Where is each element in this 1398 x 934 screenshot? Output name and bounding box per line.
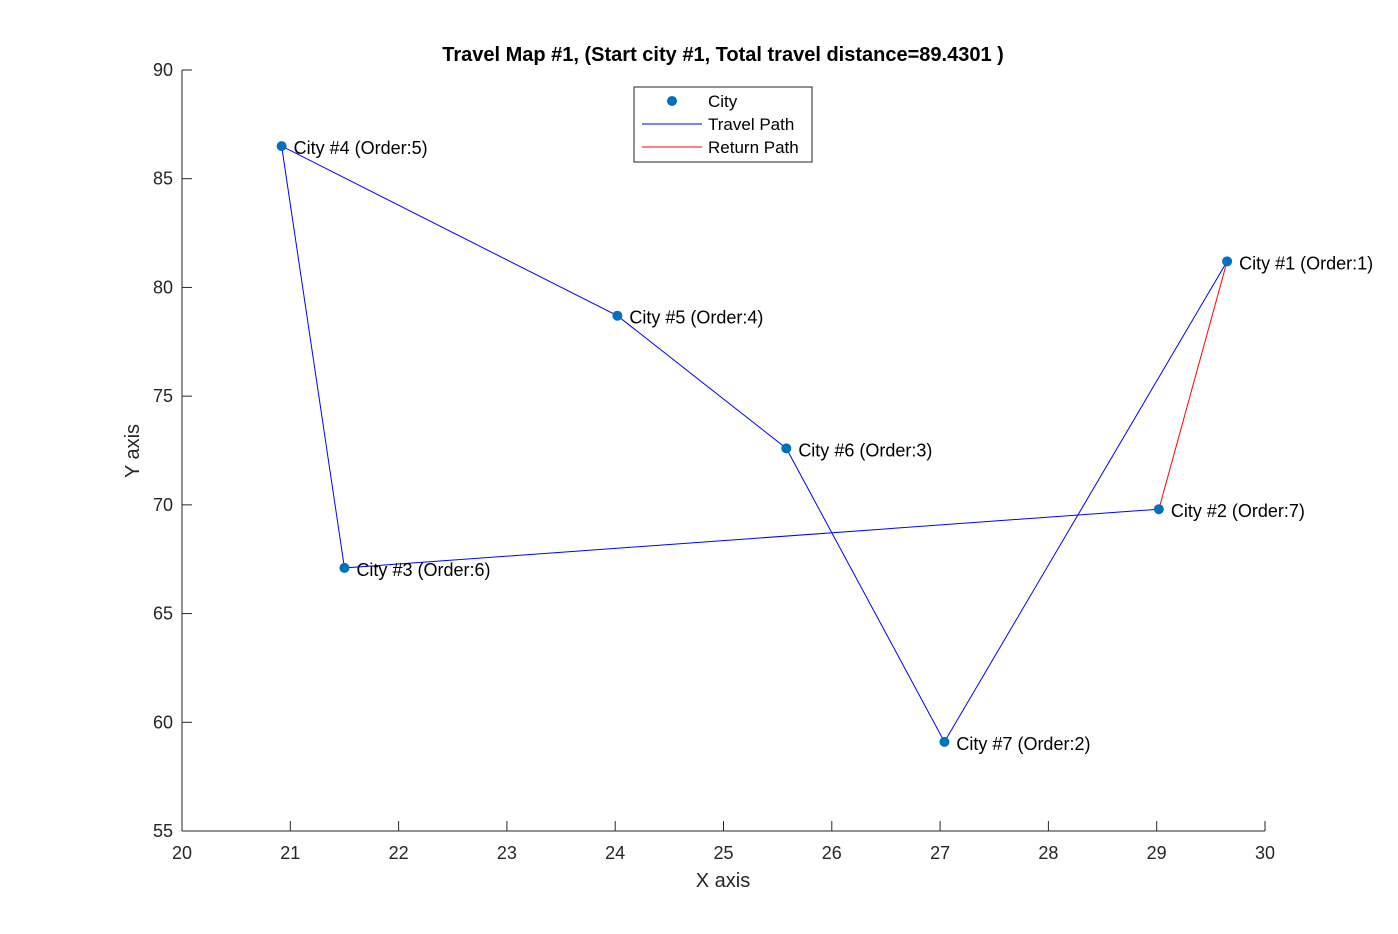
y-axis-label: Y axis: [122, 424, 144, 478]
city-label: City #3 (Order:6): [356, 560, 490, 580]
chart-title: Travel Map #1, (Start city #1, Total tra…: [442, 44, 1004, 66]
travel-path-line: [280, 145, 1228, 743]
y-tick-label: 85: [153, 169, 173, 189]
x-tick-label: 30: [1255, 843, 1275, 863]
city-label: City #6 (Order:3): [798, 440, 932, 460]
legend-city-marker: [667, 96, 677, 106]
x-tick-label: 27: [930, 843, 950, 863]
city-marker: [276, 141, 287, 152]
city-label: City #7 (Order:2): [956, 734, 1090, 754]
x-tick-label: 28: [1038, 843, 1058, 863]
x-tick-label: 22: [389, 843, 409, 863]
city-label: City #5 (Order:4): [629, 308, 763, 328]
legend-city-label: City: [708, 92, 738, 111]
y-tick-label: 55: [153, 821, 173, 841]
city-label: City #1 (Order:1): [1239, 253, 1373, 273]
city-marker: [939, 736, 950, 747]
x-tick-label: 23: [497, 843, 517, 863]
y-tick-label: 75: [153, 386, 173, 406]
city-marker: [1222, 256, 1233, 267]
x-tick-label: 26: [822, 843, 842, 863]
y-tick-label: 70: [153, 495, 173, 515]
city-marker: [339, 562, 350, 573]
y-tick-label: 60: [153, 712, 173, 732]
x-tick-label: 24: [605, 843, 625, 863]
legend-return-path-label: Return Path: [708, 138, 799, 157]
return-path-line: [1158, 261, 1228, 510]
x-tick-label: 25: [713, 843, 733, 863]
legend-travel-path-label: Travel Path: [708, 115, 794, 134]
city-label: City #4 (Order:5): [294, 138, 428, 158]
y-tick-label: 80: [153, 277, 173, 297]
legend: City Travel Path Return Path: [633, 86, 813, 163]
city-marker: [781, 443, 792, 454]
city-label: City #2 (Order:7): [1171, 501, 1305, 521]
x-axis-label: X axis: [696, 870, 750, 892]
city-marker: [612, 310, 623, 321]
city-marker: [1153, 504, 1164, 515]
x-tick-label: 21: [280, 843, 300, 863]
y-tick-label: 65: [153, 604, 173, 624]
axes: 20 21 22 23 24 25 26 27 28 29 30 55 60 65 70 75 80 85 90: [153, 60, 1275, 863]
x-tick-label: 29: [1147, 843, 1167, 863]
plot-area: City #1 (Order:1) City #2 (Order:7) City #…: [276, 138, 1373, 754]
x-tick-label: 20: [172, 843, 192, 863]
y-tick-label: 90: [153, 60, 173, 80]
